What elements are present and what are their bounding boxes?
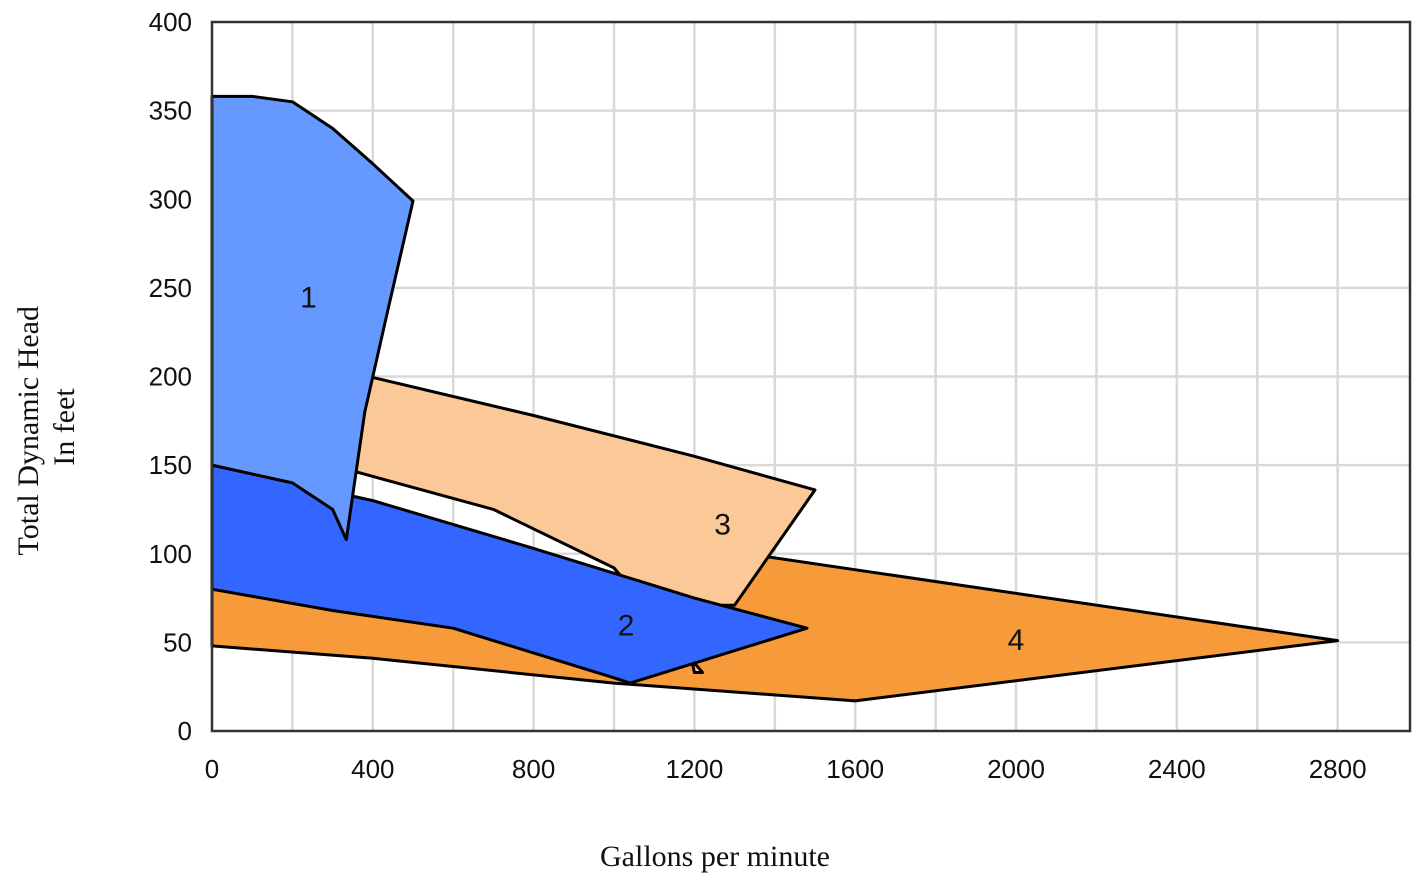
- y-tick-label: 400: [149, 7, 192, 37]
- region-label-1: 1: [300, 282, 317, 315]
- x-tick-label: 2000: [987, 754, 1045, 784]
- x-tick-label: 0: [205, 754, 219, 784]
- region-1: [210, 94, 415, 542]
- x-tick-label: 800: [512, 754, 555, 784]
- grid: [212, 22, 1410, 731]
- x-tick-label: 400: [351, 754, 394, 784]
- region-label-2: 2: [618, 610, 635, 643]
- region-label-4: 4: [1008, 624, 1025, 657]
- y-tick-label: 350: [149, 96, 192, 126]
- y-tick-label: 300: [149, 184, 192, 214]
- region-label-3: 3: [714, 509, 731, 542]
- x-tick-label: 2400: [1148, 754, 1206, 784]
- x-tick-label: 1600: [826, 754, 884, 784]
- y-tick-label: 50: [163, 627, 192, 657]
- region-labels: 4 3 2 1: [300, 282, 1024, 657]
- y-axis-title: Total Dynamic Head In feet: [12, 299, 81, 556]
- x-tick-label: 2800: [1309, 754, 1367, 784]
- y-tick-label: 150: [149, 450, 192, 480]
- y-tick-label: 250: [149, 273, 192, 303]
- y-axis-title-line-2: In feet: [48, 388, 81, 466]
- x-axis-title: Gallons per minute: [600, 840, 830, 873]
- plot-frame: [210, 20, 1412, 733]
- y-tick-labels: 0 50 100 150 200 250 300 350 400: [149, 7, 192, 746]
- y-tick-label: 200: [149, 362, 192, 392]
- y-tick-label: 0: [178, 716, 192, 746]
- regions: [210, 94, 1340, 703]
- x-tick-labels: 0 400 800 1200 1600 2000 2400 2800: [205, 754, 1367, 784]
- y-axis-title-line-1: Total Dynamic Head: [12, 306, 45, 555]
- region-2: [210, 463, 809, 685]
- y-tick-label: 100: [149, 539, 192, 569]
- x-tick-label: 1200: [665, 754, 723, 784]
